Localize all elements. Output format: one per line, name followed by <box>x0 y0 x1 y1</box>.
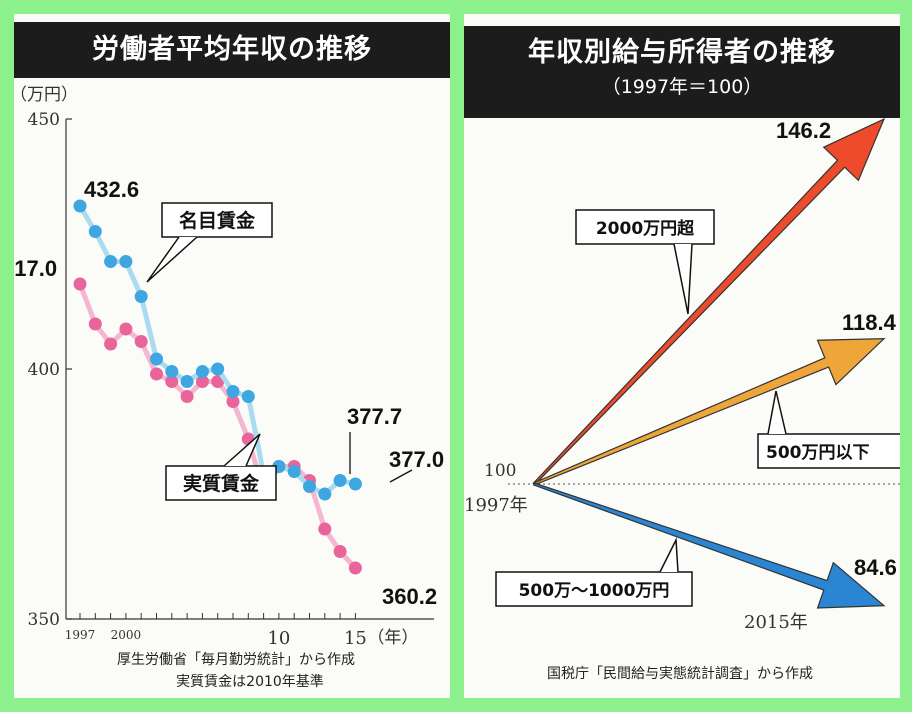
end-value-500-1000man: 84.6 <box>854 555 897 580</box>
source-note: 実質賃金は2010年基準 <box>176 673 324 690</box>
callout-box <box>165 465 277 501</box>
annotation-nominal-2013: 377.7 <box>347 404 402 429</box>
data-point-nominal <box>119 255 133 268</box>
right-chart-title-block: 年収別給与所得者の推移 （1997年＝100） <box>464 26 900 118</box>
callout-pointer <box>673 243 693 315</box>
data-point-nominal <box>165 365 179 378</box>
arrow-500-1000man <box>532 482 886 609</box>
annotation-leader <box>389 469 413 483</box>
callout-box <box>161 202 273 238</box>
baseline-label: 100 <box>484 461 516 481</box>
annotation-nominal-1997: 432.6 <box>84 177 139 202</box>
annotation-nominal-2015: 377.0 <box>389 447 444 472</box>
callout-box <box>495 571 693 607</box>
data-point-real <box>226 395 240 408</box>
right-chart-title: 年収別給与所得者の推移 <box>528 37 836 68</box>
callout-pointer <box>767 390 787 435</box>
data-point-real <box>119 322 133 336</box>
x-end-label: 2015年 <box>744 612 808 633</box>
callout-label-nominal: 名目賃金 <box>179 209 256 232</box>
annotation-real-1997: 417.0 <box>14 256 57 281</box>
right-chart-subtitle: （1997年＝100） <box>601 76 763 98</box>
arrow-over-2000man <box>532 117 886 486</box>
data-point-real <box>104 337 118 351</box>
annotation-real-2015: 360.2 <box>382 584 437 609</box>
source-note: 厚生労働省「毎月勤労統計」から作成 <box>117 652 355 668</box>
callout-box <box>757 433 900 469</box>
y-tick-label: 350 <box>28 610 60 630</box>
callout-pointer <box>146 236 198 283</box>
callout-box <box>575 209 715 245</box>
data-point-nominal <box>73 199 87 213</box>
data-point-nominal <box>226 385 240 398</box>
data-point-real <box>348 561 362 575</box>
series-line-nominal <box>77 204 356 497</box>
arrow-under-500man <box>532 338 886 486</box>
data-point-real <box>195 375 209 388</box>
data-point-nominal <box>318 487 332 501</box>
end-value-under-500man: 118.4 <box>842 310 897 335</box>
data-point-real <box>88 317 102 331</box>
callout-label-real: 実質賃金 <box>183 472 260 495</box>
data-point-nominal <box>241 390 255 403</box>
y-tick-label: 400 <box>28 360 60 380</box>
x-axis-unit: （年） <box>367 628 418 648</box>
end-value-over-2000man: 146.2 <box>776 118 831 143</box>
data-point-nominal <box>195 365 209 378</box>
x-start-label: 1997年 <box>464 495 528 516</box>
data-point-real <box>318 522 332 536</box>
x-tick-label: 1997 <box>65 628 96 642</box>
x-tick-label: 2000 <box>111 628 142 642</box>
data-point-nominal <box>104 255 118 268</box>
income-bracket-trend-chart: 100 1997年 2015年 146.2 118.4 84.6 2000万円超 500万円以… <box>464 117 900 682</box>
data-point-nominal <box>150 352 163 366</box>
data-point-nominal <box>211 362 225 376</box>
callout-label-over-2000man: 2000万円超 <box>596 218 695 239</box>
callout-label-500-1000man: 500万～1000万円 <box>519 581 670 601</box>
y-tick-label: 450 <box>28 110 60 130</box>
data-point-nominal <box>88 225 102 238</box>
source-note: 国税庁「民間給与実態統計調査」から作成 <box>547 666 813 682</box>
callout-pointer <box>659 537 679 573</box>
data-point-nominal <box>134 290 148 303</box>
annual-income-line-chart: （万円） 350 400 450 1997 2000 10 15（年） 432.6 417.0 37… <box>14 85 444 690</box>
data-point-nominal <box>303 480 316 493</box>
left-chart-panel: 労働者平均年収の推移 （万円） 350 400 450 1997 2000 10 15 （年） 4… <box>14 14 450 698</box>
data-point-real <box>73 277 87 291</box>
callout-pointer <box>223 433 261 467</box>
right-chart-panel: 年収別給与所得者の推移 （1997年＝100） 100 1997年 2015年 146… <box>464 14 900 698</box>
data-point-nominal <box>333 474 347 487</box>
y-axis-unit: （万円） <box>14 85 78 105</box>
x-tick-label: 15 <box>344 628 367 649</box>
data-point-nominal <box>287 465 301 478</box>
data-point-real <box>150 367 163 381</box>
data-point-nominal <box>180 375 194 388</box>
left-chart-title: 労働者平均年収の推移 <box>14 22 450 78</box>
data-point-real <box>333 545 347 558</box>
callout-label-under-500man: 500万円以下 <box>766 443 870 463</box>
data-point-nominal <box>348 477 362 491</box>
data-point-real <box>165 375 179 388</box>
data-point-real <box>180 390 194 403</box>
data-point-real <box>211 375 225 388</box>
x-tick-label: 10 <box>267 628 290 649</box>
data-point-real <box>134 335 148 348</box>
